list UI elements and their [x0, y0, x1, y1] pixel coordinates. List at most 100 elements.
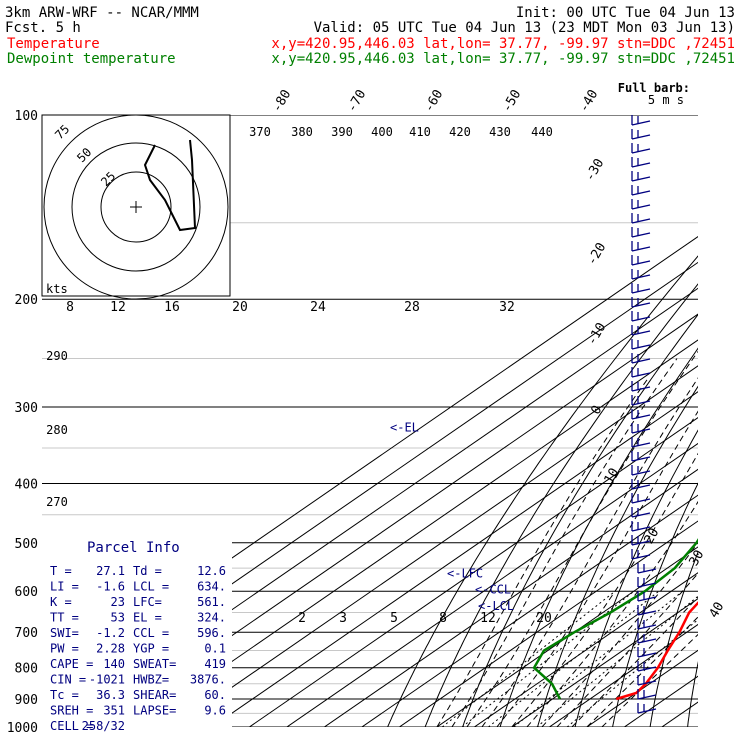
wind-barb-shaft — [631, 526, 651, 532]
wind-barb-shaft — [631, 484, 651, 490]
isotherm-50 — [661, 701, 698, 727]
wind-barb-shaft — [637, 624, 657, 630]
wind-barb-shaft — [631, 442, 651, 448]
moist-adiabat-2 — [481, 377, 698, 727]
wind-barb-shaft — [631, 218, 651, 224]
dry-adiabat-340 — [724, 115, 740, 740]
theta-label-410: 410 — [409, 125, 431, 139]
theta-label-430: 430 — [489, 125, 511, 139]
parcel-key-right-5: YGP = — [133, 642, 169, 656]
moist-adiabat-30 — [586, 616, 698, 727]
parcel-value-left-6: 140 — [103, 657, 125, 671]
hodograph-trace — [143, 139, 197, 232]
level-annotation-0: <-EL — [390, 420, 419, 434]
moist-adiabat--2 — [466, 350, 698, 727]
mixing-ratio-label-12: 12 — [480, 611, 496, 626]
parcel-key-right-9: LAPSE= — [133, 704, 176, 718]
parcel-key-left-2: K = — [50, 595, 72, 609]
wind-barb-shaft — [631, 512, 651, 518]
parcel-key-left-0: T = — [50, 564, 72, 578]
mixing-ratio-label-20: 20 — [536, 611, 552, 626]
wind-barb-shaft — [631, 414, 651, 420]
isotherm-label-right-7: 40 — [707, 600, 728, 621]
mixing-ratio-12 — [536, 595, 698, 727]
pressure-label-600: 600 — [15, 585, 38, 600]
theta-label-420: 420 — [449, 125, 471, 139]
parcel-value-right-3: 324. — [197, 611, 226, 625]
dry-adiabat-310 — [612, 482, 698, 727]
theta-label-390: 390 — [331, 125, 353, 139]
parcel-key-left-3: TT = — [50, 611, 79, 625]
hodograph-speed-12: 12 — [110, 300, 126, 315]
isotherm--80 — [173, 365, 698, 727]
pressure-label-800: 800 — [15, 662, 38, 677]
isotherm-label-top-4: -40 — [577, 87, 602, 115]
parcel-key-left-9: SREH = — [50, 704, 93, 718]
hodograph-ring-25 — [100, 171, 172, 243]
wind-barb-shaft — [637, 568, 657, 574]
parcel-value-left-0: 27.1 — [96, 564, 125, 578]
mixing-ratio-label-5: 5 — [390, 611, 398, 626]
hodograph-speed-24: 24 — [310, 300, 326, 315]
hodograph-speed-32: 32 — [499, 300, 515, 315]
moist-adiabat-6 — [496, 410, 698, 727]
pressure-label-300: 300 — [15, 401, 38, 416]
hodograph-speed-20: 20 — [232, 300, 248, 315]
parcel-info-background — [42, 537, 232, 727]
parcel-value-right-1: 634. — [197, 580, 226, 594]
wind-barb-shaft — [631, 372, 651, 378]
hodograph-ring-50 — [71, 142, 201, 272]
theta-label-left-280: 280 — [46, 423, 68, 437]
pressure-label-100: 100 — [15, 109, 38, 124]
wind-barb-shaft — [631, 540, 651, 546]
parcel-key-right-8: SHEAR= — [133, 688, 176, 702]
wind-barb-shaft — [637, 638, 657, 644]
hodograph-speed-16: 16 — [164, 300, 180, 315]
wind-barb-shaft — [631, 176, 651, 182]
isotherm-label-right-4: 10 — [602, 466, 623, 487]
isotherm--90 — [136, 339, 698, 727]
legend-temperature-info: x,y=420.95,446.03 lat,lon= 37.77, -99.97… — [271, 36, 735, 52]
parcel-key-right-2: LFC= — [133, 595, 162, 609]
level-annotation-3: <-LCL — [478, 599, 514, 613]
parcel-value-right-6: 419 — [204, 657, 226, 671]
parcel-value-right-7: 3876. — [190, 673, 226, 687]
dry-adiabat-320 — [649, 550, 698, 727]
wind-barb-shaft — [631, 554, 651, 560]
isotherm-label-right-6: 30 — [687, 548, 708, 569]
isotherm--30 — [361, 494, 698, 727]
dry-adiabat-250 — [387, 255, 698, 727]
moist-adiabat-26 — [571, 596, 698, 727]
isotherm--20 — [398, 520, 698, 727]
parcel-info-title: Parcel Info — [87, 540, 180, 556]
wind-barb-shaft — [631, 400, 651, 406]
mixing-ratio-3 — [461, 590, 635, 727]
hodograph-units: kts — [46, 282, 68, 296]
parcel-value-right-5: 0.1 — [204, 642, 226, 656]
parcel-key-left-5: PW = — [50, 642, 79, 656]
wind-barb-shaft — [631, 246, 651, 252]
wind-barb-shaft — [631, 148, 651, 154]
theta-label-left-290: 290 — [46, 349, 68, 363]
legend-dewpoint-name: Dewpoint temperature — [7, 51, 176, 67]
wind-barb-shaft — [631, 302, 651, 308]
level-annotation-2: <-CCL — [475, 582, 511, 596]
mixing-ratio-2 — [441, 590, 616, 727]
isotherm--10 — [436, 546, 698, 727]
wind-barb-shaft — [631, 470, 651, 476]
hodograph: 25 50 75 kts — [41, 114, 231, 300]
parcel-key-left-10: CELL = — [50, 719, 93, 733]
dry-adiabat-270 — [462, 313, 698, 727]
parcel-info-rows: T = 27.1 Td = 12.6 LI = -1.6 LCL = 634. K = 23 LFC… — [50, 564, 226, 733]
level-annotation-1: <-LFC — [447, 566, 483, 580]
model-title: 3km ARW-WRF -- NCAR/MMM — [5, 5, 199, 21]
forecast-hour: Fcst. 5 h — [5, 20, 81, 36]
parcel-key-right-0: Td = — [133, 564, 162, 578]
hodograph-speed-28: 28 — [404, 300, 420, 315]
wind-barb-shaft — [631, 134, 651, 140]
isotherm--60 — [248, 417, 698, 727]
wind-barb-shaft — [631, 120, 651, 126]
dry-adiabat-280 — [499, 347, 698, 727]
isotherm-label-top-0: -80 — [270, 87, 295, 115]
wind-key-value: 5 m s — [648, 93, 684, 107]
